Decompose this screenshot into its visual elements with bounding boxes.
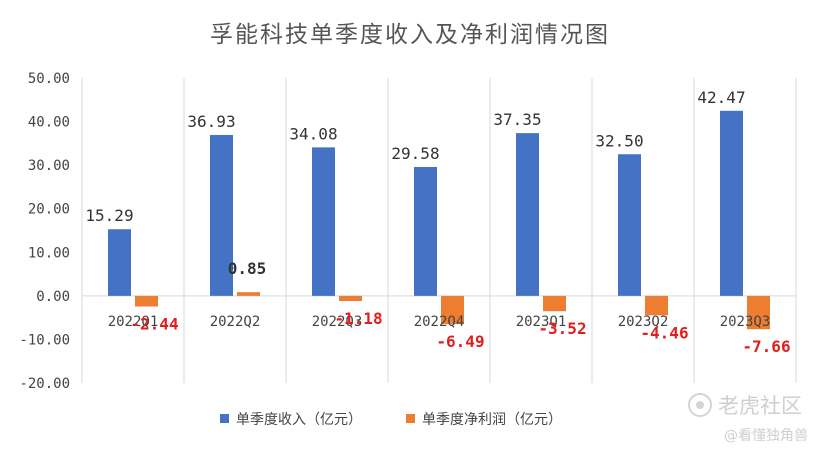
tiger-logo-icon-dot (696, 401, 704, 409)
bar-revenue (312, 147, 335, 296)
bar-revenue (720, 110, 743, 296)
bar-profit (645, 295, 668, 316)
bar-profit (135, 295, 158, 307)
data-label-profit: -2.44 (130, 314, 178, 333)
bar-revenue (108, 229, 131, 296)
legend-swatch-revenue (220, 414, 229, 423)
bar-revenue (618, 154, 641, 296)
y-tick-label: 0.00 (36, 289, 70, 305)
bar-profit (237, 292, 260, 296)
y-axis: 50.00 40.00 30.00 20.00 10.00 0.00 -10.00 -20.0… (19, 71, 70, 392)
x-category-label: 2023Q3 (720, 314, 771, 330)
y-tick-label: 10.00 (28, 245, 70, 261)
x-category-label: 2022Q4 (414, 314, 465, 330)
legend-swatch-profit (406, 414, 415, 423)
data-label-revenue: 29.58 (391, 144, 439, 163)
data-label-revenue: 15.29 (85, 206, 133, 225)
watermark-brand: 老虎社区 (718, 394, 802, 418)
grid-lines (81, 78, 797, 383)
legend: 单季度收入（亿元） 单季度净利润（亿元） (220, 412, 562, 428)
data-label-revenue: 42.47 (697, 88, 745, 107)
bar-revenue (414, 166, 437, 296)
watermark: 老虎社区 @看懂独角兽 (688, 393, 808, 444)
x-category-label: 2022Q2 (210, 314, 261, 330)
bar-revenue (516, 133, 539, 296)
legend-label-revenue: 单季度收入（亿元） (236, 412, 362, 428)
chart-title: 孚能科技单季度收入及净利润情况图 (210, 22, 610, 48)
data-label-revenue: 32.50 (595, 131, 643, 150)
y-tick-label: 40.00 (28, 115, 70, 131)
x-axis-labels: 2022Q1 2022Q2 2022Q3 2022Q4 2023Q1 2023Q2 2023… (108, 314, 771, 330)
x-category-label: 2023Q1 (516, 314, 567, 330)
y-tick-label: 50.00 (28, 71, 70, 87)
y-tick-label: 30.00 (28, 158, 70, 174)
bar-profit (747, 295, 770, 330)
data-label-profit: -7.66 (742, 337, 790, 356)
x-category-label: 2022Q1 (108, 314, 159, 330)
tiger-logo-icon (688, 393, 712, 417)
data-label-profit: -1.18 (334, 309, 382, 328)
data-label-profit: -4.46 (640, 323, 688, 342)
data-label-revenue: 36.93 (187, 112, 235, 131)
x-category-label: 2023Q2 (618, 314, 669, 330)
bar-revenue (210, 134, 233, 296)
data-label-revenue: 34.08 (289, 124, 337, 143)
bars (108, 110, 770, 330)
x-category-label: 2022Q3 (312, 314, 363, 330)
bar-profit (543, 295, 566, 312)
bar-profit (441, 295, 464, 325)
data-label-profit: -6.49 (436, 332, 484, 351)
data-label-profit: -3.52 (538, 319, 586, 338)
y-tick-label: -10.00 (19, 332, 70, 348)
y-tick-label: 20.00 (28, 202, 70, 218)
data-labels: 15.29 -2.44 36.93 0.85 34.08 -1.18 29.58 -6.49 3… (85, 88, 790, 356)
y-tick-label: -20.00 (19, 376, 70, 392)
watermark-handle: @看懂独角兽 (724, 428, 808, 444)
bar-profit (339, 295, 362, 301)
data-label-profit: 0.85 (228, 259, 267, 278)
data-label-revenue: 37.35 (493, 110, 541, 129)
legend-label-profit: 单季度净利润（亿元） (422, 412, 562, 428)
